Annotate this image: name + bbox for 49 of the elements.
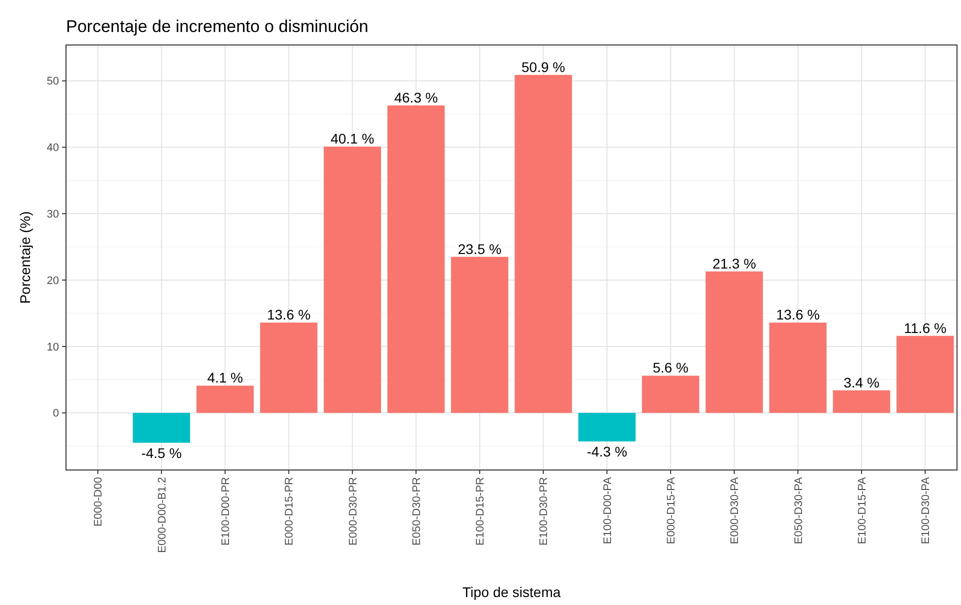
- bar: [769, 322, 827, 413]
- data-label: 13.6 %: [266, 306, 311, 323]
- x-tick-label: E000-D00-B1.2: [156, 477, 168, 553]
- y-tick-label: 20: [46, 274, 59, 287]
- y-tick-label: 50: [46, 76, 59, 88]
- x-tick-label: E000-D15-PA: [665, 476, 678, 544]
- y-tick-label: 0: [52, 408, 59, 420]
- data-label: 3.4 %: [844, 374, 880, 390]
- data-label: 4.1 %: [207, 370, 244, 386]
- x-tick-label: E100-D15-PA: [856, 476, 868, 544]
- y-tick-label: 40: [46, 142, 59, 154]
- x-tick-label: E100-D30-PR: [538, 476, 550, 546]
- bar: [132, 412, 190, 443]
- y-tick-label: 30: [46, 208, 59, 221]
- bar: [451, 256, 508, 413]
- data-label: 50.9 %: [522, 58, 566, 75]
- data-label: 21.3 %: [712, 255, 756, 272]
- x-tick-label: E000-D30-PA: [729, 476, 742, 544]
- data-label: 46.3 %: [394, 89, 438, 106]
- bar: [514, 74, 572, 413]
- data-label: 23.5 %: [458, 240, 502, 257]
- bar: [578, 412, 636, 442]
- data-label: 11.6 %: [904, 320, 946, 336]
- x-tick-label: E000-D30-PR: [347, 476, 360, 546]
- bar: [832, 390, 890, 413]
- y-tick-label: 10: [46, 341, 59, 354]
- bar: [196, 386, 254, 413]
- bar: [642, 376, 700, 413]
- x-tick-label: E050-D30-PA: [792, 476, 805, 544]
- data-label: -4.5 %: [141, 444, 182, 461]
- x-tick-label: E100-D00-PA: [602, 476, 614, 544]
- x-tick-label: E000-D00: [92, 477, 105, 527]
- x-tick-label: E050-D30-PR: [410, 476, 423, 546]
- data-label: 13.6 %: [776, 306, 820, 323]
- data-label: -4.3 %: [586, 443, 628, 460]
- x-tick-label: E100-D30-PA: [920, 476, 932, 544]
- y-axis-title: Porcentaje (%): [17, 211, 33, 304]
- bar: [896, 336, 954, 413]
- x-tick-label: E100-D15-PR: [474, 476, 487, 546]
- x-tick-label: E100-D00-PR: [220, 476, 232, 546]
- bar: [387, 105, 445, 413]
- data-label: 40.1 %: [330, 130, 374, 147]
- bar: [324, 146, 382, 413]
- data-label: 5.6 %: [652, 360, 689, 376]
- x-axis-title: Tipo de sistema: [462, 584, 561, 600]
- x-tick-label: E000-D15-PR: [284, 476, 296, 546]
- bar: [260, 322, 318, 413]
- bar: [706, 271, 763, 413]
- chart-title: Porcentaje de incremento o disminución: [66, 17, 368, 36]
